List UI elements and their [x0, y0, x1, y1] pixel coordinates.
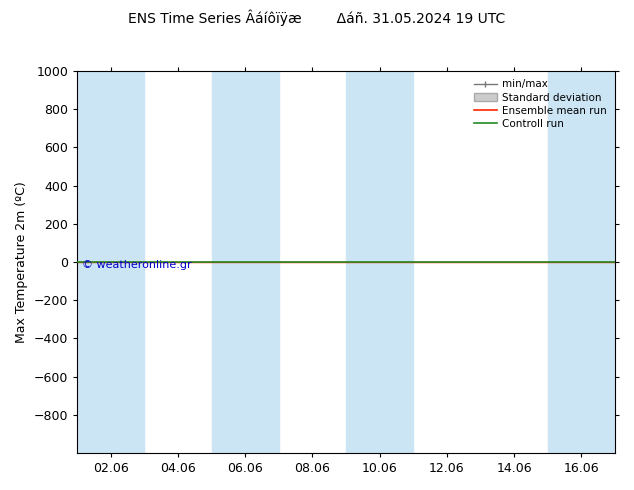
Legend: min/max, Standard deviation, Ensemble mean run, Controll run: min/max, Standard deviation, Ensemble me… — [470, 76, 610, 132]
Bar — [548, 71, 615, 453]
Y-axis label: Max Temperature 2m (ºC): Max Temperature 2m (ºC) — [15, 181, 28, 343]
Bar — [212, 71, 279, 453]
Bar — [77, 71, 145, 453]
Bar — [346, 71, 413, 453]
Text: ENS Time Series Âáíôïÿæ        Δáñ. 31.05.2024 19 UTC: ENS Time Series Âáíôïÿæ Δáñ. 31.05.2024 … — [128, 10, 506, 26]
Text: © weatheronline.gr: © weatheronline.gr — [82, 260, 192, 270]
